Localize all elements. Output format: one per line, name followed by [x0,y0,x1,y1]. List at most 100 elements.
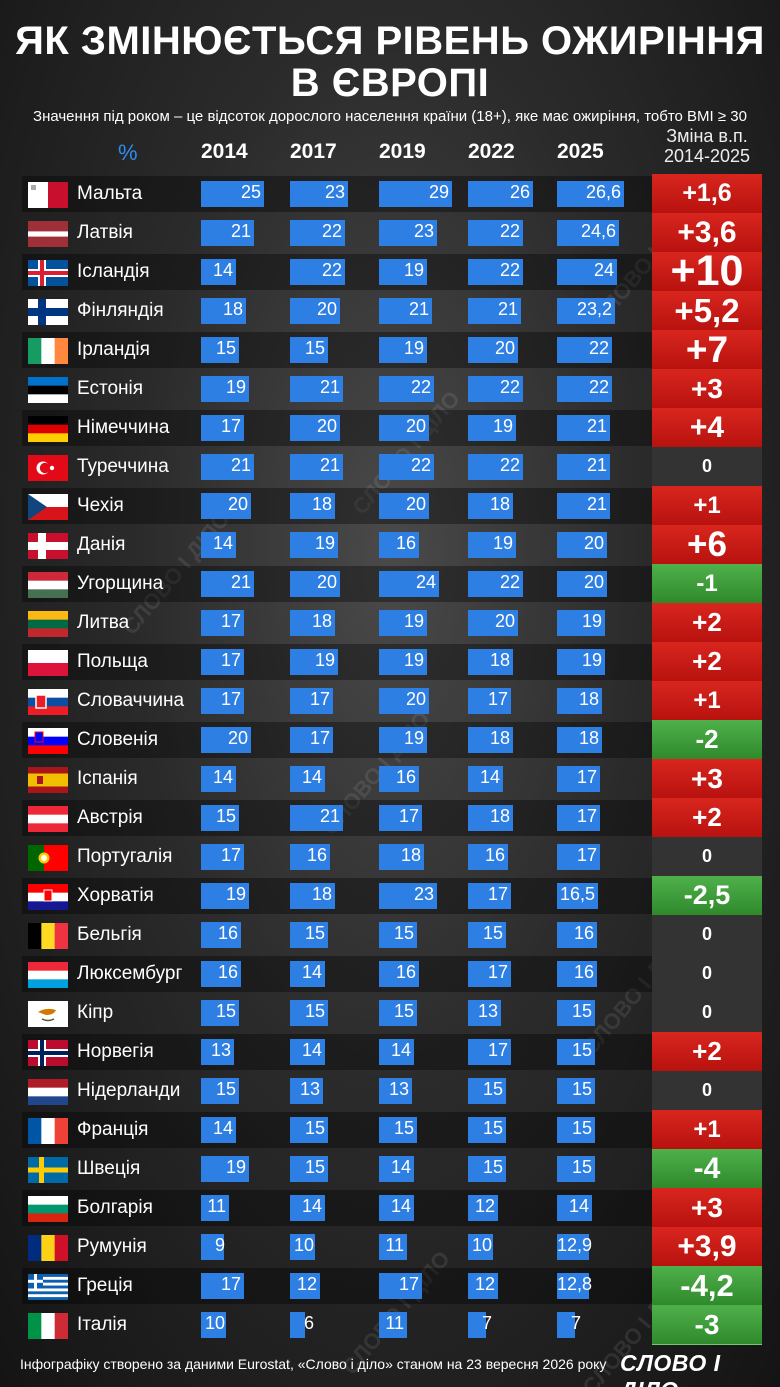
value-label-2014: 9 [214,1235,225,1255]
country-name: Франція [77,1119,149,1140]
bar-2025 [557,922,597,948]
bar-2017 [290,220,345,246]
bar-2022 [468,298,521,324]
value-label-2022: 22 [499,455,520,475]
value-label-2025: 18 [578,689,599,709]
flag-icon-it [28,1313,68,1339]
flag-icon-mt [28,182,68,208]
bar-2025 [557,259,617,285]
value-label-2025: 7 [570,1313,581,1333]
value-label-2025: 12,9 [557,1235,593,1255]
table-row: Нідерланди 15 13 13 15 15 0 [22,1071,762,1112]
value-label-2025: 19 [581,611,602,631]
change-value: +3 [652,369,762,409]
country-name: Латвія [77,222,133,243]
value-label-2014: 17 [220,689,241,709]
value-label-2019: 20 [405,494,426,514]
flag-icon-be [28,923,68,949]
bar-2022 [468,844,508,870]
bar-2019 [379,454,434,480]
change-value: +10 [652,247,762,295]
value-label-2019: 19 [403,260,424,280]
bar-2014 [201,1039,234,1065]
country-name: Швеція [77,1158,141,1179]
flag-icon-si [28,728,68,754]
value-label-2014: 15 [215,338,236,358]
change-value: +3,9 [652,1227,762,1267]
brand-logo: СЛОВО І ДІЛО [620,1350,721,1387]
table-row: Швеція 19 15 14 15 15 -4 [22,1149,762,1190]
bar-2017 [290,1117,328,1143]
subtitle: Значення під роком – це відсоток доросло… [33,108,747,125]
bar-2014 [201,1078,239,1104]
value-label-2025: 19 [581,650,602,670]
bar-2017 [290,181,348,207]
bar-2017 [290,1195,325,1221]
change-value: 0 [652,954,762,994]
value-label-2022: 15 [482,1157,503,1177]
country-name: Туреччина [77,456,169,477]
country-name: Мальта [77,183,143,204]
bar-2017 [290,493,335,519]
value-label-2017: 21 [319,806,340,826]
bar-2025 [557,688,602,714]
bar-2017 [290,922,328,948]
value-label-2019: 23 [413,884,434,904]
value-label-2019: 11 [385,1235,404,1255]
bar-2025 [557,805,600,831]
change-value: 0 [652,837,762,877]
bar-2025 [557,1117,595,1143]
value-label-2025: 24 [593,260,614,280]
bar-2019 [379,415,429,441]
value-label-2017: 15 [304,1001,325,1021]
value-label-2017: 22 [321,221,342,241]
flag-icon-fr [28,1118,68,1144]
table-row: Данія 14 19 16 19 20 +6 [22,525,762,566]
country-name: Угорщина [77,573,164,594]
value-label-2019: 19 [403,338,424,358]
value-label-2022: 22 [499,221,520,241]
value-label-2017: 21 [319,377,340,397]
bar-2017 [290,766,325,792]
value-label-2017: 14 [301,1040,322,1060]
value-label-2014: 13 [210,1040,231,1060]
change-value: 0 [652,993,762,1033]
country-name: Фінляндія [77,300,164,321]
value-label-2025: 17 [576,845,597,865]
value-label-2022: 20 [494,338,515,358]
bar-2014 [201,805,239,831]
value-label-2019: 15 [393,1001,414,1021]
flag-icon-nl [28,1079,68,1105]
bar-2017 [290,1000,328,1026]
bar-2014 [201,454,254,480]
bar-2017 [290,610,335,636]
country-name: Греція [77,1275,133,1296]
flag-icon-cz [28,494,68,520]
table-row: Фінляндія 18 20 21 21 23,2 +5,2 [22,291,762,332]
bar-2014 [201,571,254,597]
bar-2017 [290,961,325,987]
bar-2022 [468,1039,511,1065]
value-label-2014: 14 [212,767,233,787]
value-label-2022: 14 [479,767,500,787]
bar-2019 [379,1000,417,1026]
bar-2014 [201,415,244,441]
bar-2022 [468,1195,498,1221]
value-label-2017: 13 [299,1079,320,1099]
value-label-2014: 17 [220,650,241,670]
value-label-2014: 21 [230,455,251,475]
flag-icon-pl [28,650,68,676]
percent-header: % [118,140,138,165]
value-label-2022: 18 [489,728,510,748]
table-row: Чехія 20 18 20 18 21 +1 [22,486,762,527]
bar-2014 [201,1195,229,1221]
table-row: Болгарія 11 14 14 12 14 +3 [22,1188,762,1229]
bar-2025 [557,571,607,597]
flag-icon-bg [28,1196,68,1222]
value-label-2014: 19 [225,377,246,397]
change-value: -4 [652,1149,762,1189]
bar-2019 [379,766,419,792]
title-line-1: ЯК ЗМІНЮЄТЬСЯ РІВЕНЬ ОЖИРІННЯ [15,19,765,63]
value-label-2022: 12 [474,1196,495,1216]
